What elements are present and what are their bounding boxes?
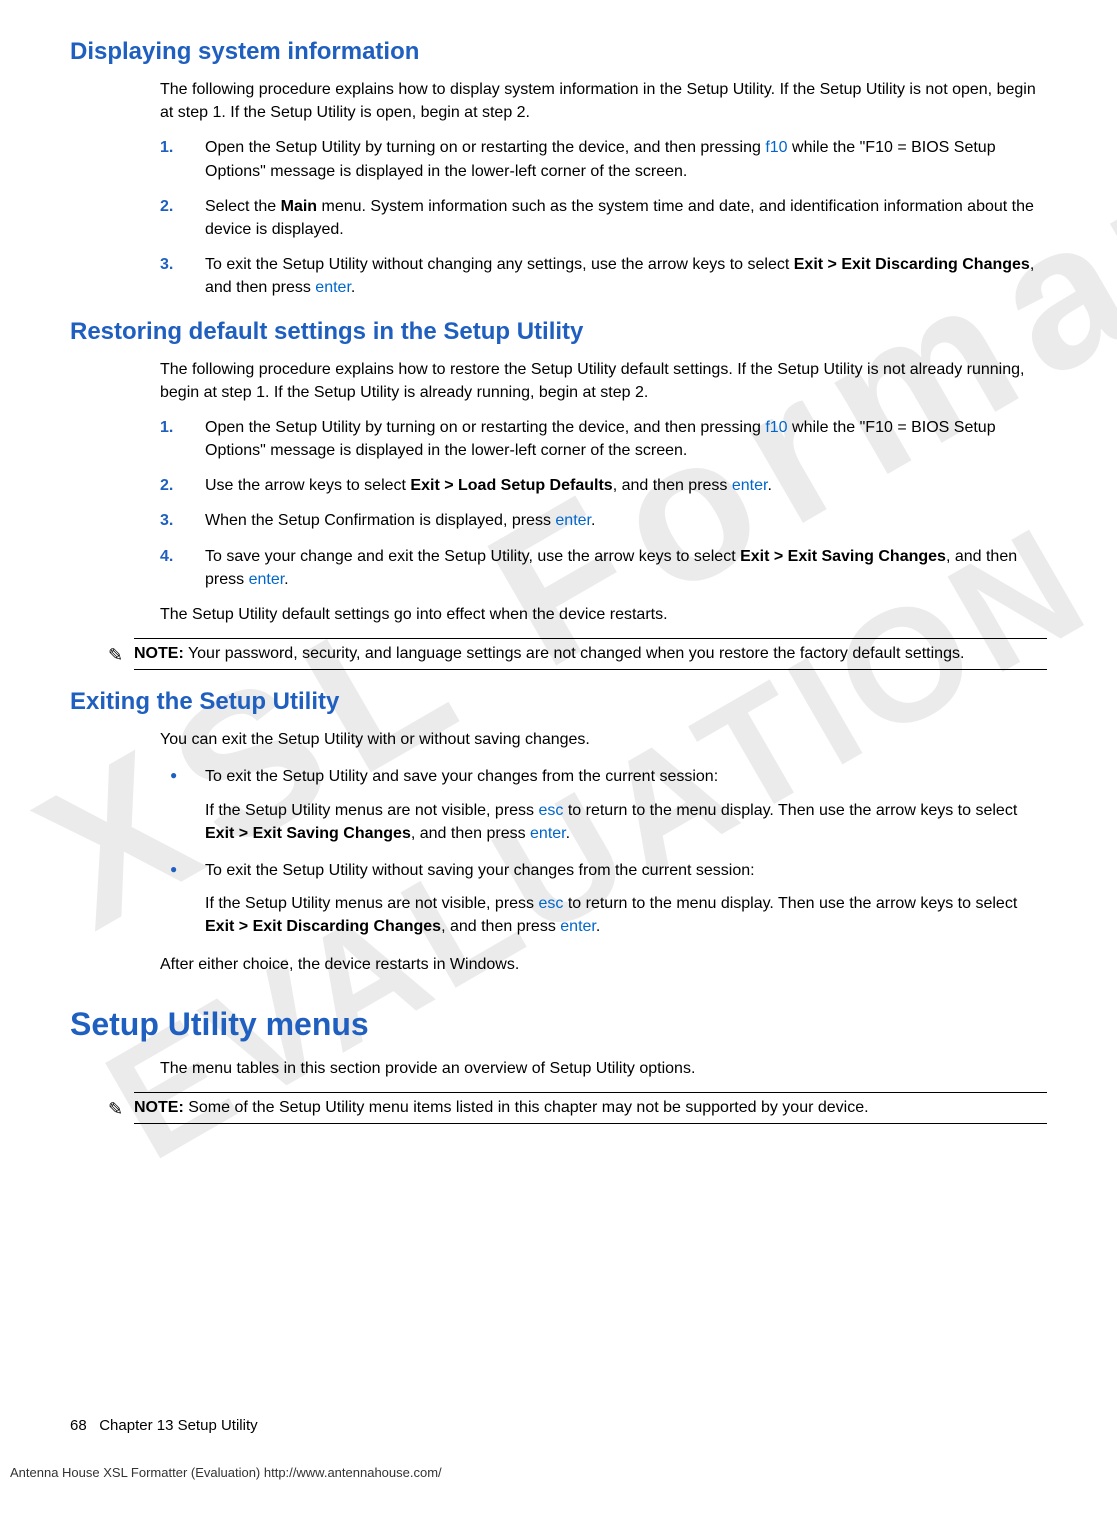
list-item: To exit the Setup Utility and save your … (160, 765, 1047, 845)
evaluation-footer: Antenna House XSL Formatter (Evaluation)… (10, 1465, 442, 1480)
step-number: 3. (160, 253, 173, 276)
key-f10: f10 (765, 139, 787, 156)
heading-exiting-setup-utility: Exiting the Setup Utility (70, 688, 1047, 716)
major-intro: The menu tables in this section provide … (160, 1057, 1047, 1080)
page-footer: 68 Chapter 13 Setup Utility (70, 1417, 258, 1434)
step-number: 1. (160, 416, 173, 439)
note-label: NOTE: (134, 1099, 184, 1116)
bullet-lead: To exit the Setup Utility without saving… (205, 862, 755, 879)
list-item: 3. When the Setup Confirmation is displa… (160, 509, 1047, 532)
step-number: 2. (160, 195, 173, 218)
key-enter: enter (560, 918, 596, 935)
after-bullets-text: After either choice, the device restarts… (160, 953, 1047, 976)
step-text: To exit the Setup Utility without changi… (205, 256, 1034, 296)
note-icon: ✎ (108, 1099, 123, 1120)
page-number: 68 (70, 1417, 87, 1434)
ordered-list: 1. Open the Setup Utility by turning on … (160, 416, 1047, 591)
note-block: ✎ NOTE: Some of the Setup Utility menu i… (134, 1092, 1047, 1124)
step-number: 2. (160, 474, 173, 497)
step-text: Open the Setup Utility by turning on or … (205, 139, 996, 179)
step-text: Select the Main menu. System information… (205, 198, 1034, 238)
ordered-list: 1. Open the Setup Utility by turning on … (160, 136, 1047, 299)
step-number: 4. (160, 545, 173, 568)
key-esc: esc (538, 895, 563, 912)
list-item: To exit the Setup Utility without saving… (160, 859, 1047, 939)
list-item: 2. Use the arrow keys to select Exit > L… (160, 474, 1047, 497)
bullet-lead: To exit the Setup Utility and save your … (205, 768, 718, 785)
chapter-label: Chapter 13 Setup Utility (99, 1417, 257, 1434)
step-text: Open the Setup Utility by turning on or … (205, 419, 996, 459)
key-enter: enter (530, 825, 566, 842)
key-esc: esc (538, 802, 563, 819)
heading-displaying-system-information: Displaying system information (70, 38, 1047, 66)
note-block: ✎ NOTE: Your password, security, and lan… (134, 638, 1047, 670)
page-content: Displaying system information The follow… (70, 38, 1047, 1124)
key-enter: enter (315, 279, 351, 296)
note-text: Your password, security, and language se… (184, 645, 965, 662)
key-f10: f10 (765, 419, 787, 436)
intro-text: The following procedure explains how to … (160, 78, 1047, 124)
note-text: Some of the Setup Utility menu items lis… (184, 1099, 869, 1116)
key-enter: enter (555, 512, 591, 529)
heading-restoring-default-settings: Restoring default settings in the Setup … (70, 318, 1047, 346)
note-label: NOTE: (134, 645, 184, 662)
step-text: Use the arrow keys to select Exit > Load… (205, 477, 772, 494)
key-enter: enter (249, 571, 285, 588)
step-number: 1. (160, 136, 173, 159)
list-item: 2. Select the Main menu. System informat… (160, 195, 1047, 241)
list-item: 1. Open the Setup Utility by turning on … (160, 416, 1047, 462)
after-steps-text: The Setup Utility default settings go in… (160, 603, 1047, 626)
heading-setup-utility-menus: Setup Utility menus (70, 1006, 1047, 1043)
intro-text: You can exit the Setup Utility with or w… (160, 728, 1047, 751)
intro-text: The following procedure explains how to … (160, 358, 1047, 404)
note-icon: ✎ (108, 645, 123, 666)
bullet-list: To exit the Setup Utility and save your … (160, 765, 1047, 938)
step-text: When the Setup Confirmation is displayed… (205, 512, 595, 529)
step-number: 3. (160, 509, 173, 532)
step-text: To save your change and exit the Setup U… (205, 548, 1017, 588)
key-enter: enter (732, 477, 768, 494)
bullet-body: If the Setup Utility menus are not visib… (205, 892, 1047, 938)
list-item: 3. To exit the Setup Utility without cha… (160, 253, 1047, 299)
bullet-body: If the Setup Utility menus are not visib… (205, 799, 1047, 845)
list-item: 4. To save your change and exit the Setu… (160, 545, 1047, 591)
list-item: 1. Open the Setup Utility by turning on … (160, 136, 1047, 182)
